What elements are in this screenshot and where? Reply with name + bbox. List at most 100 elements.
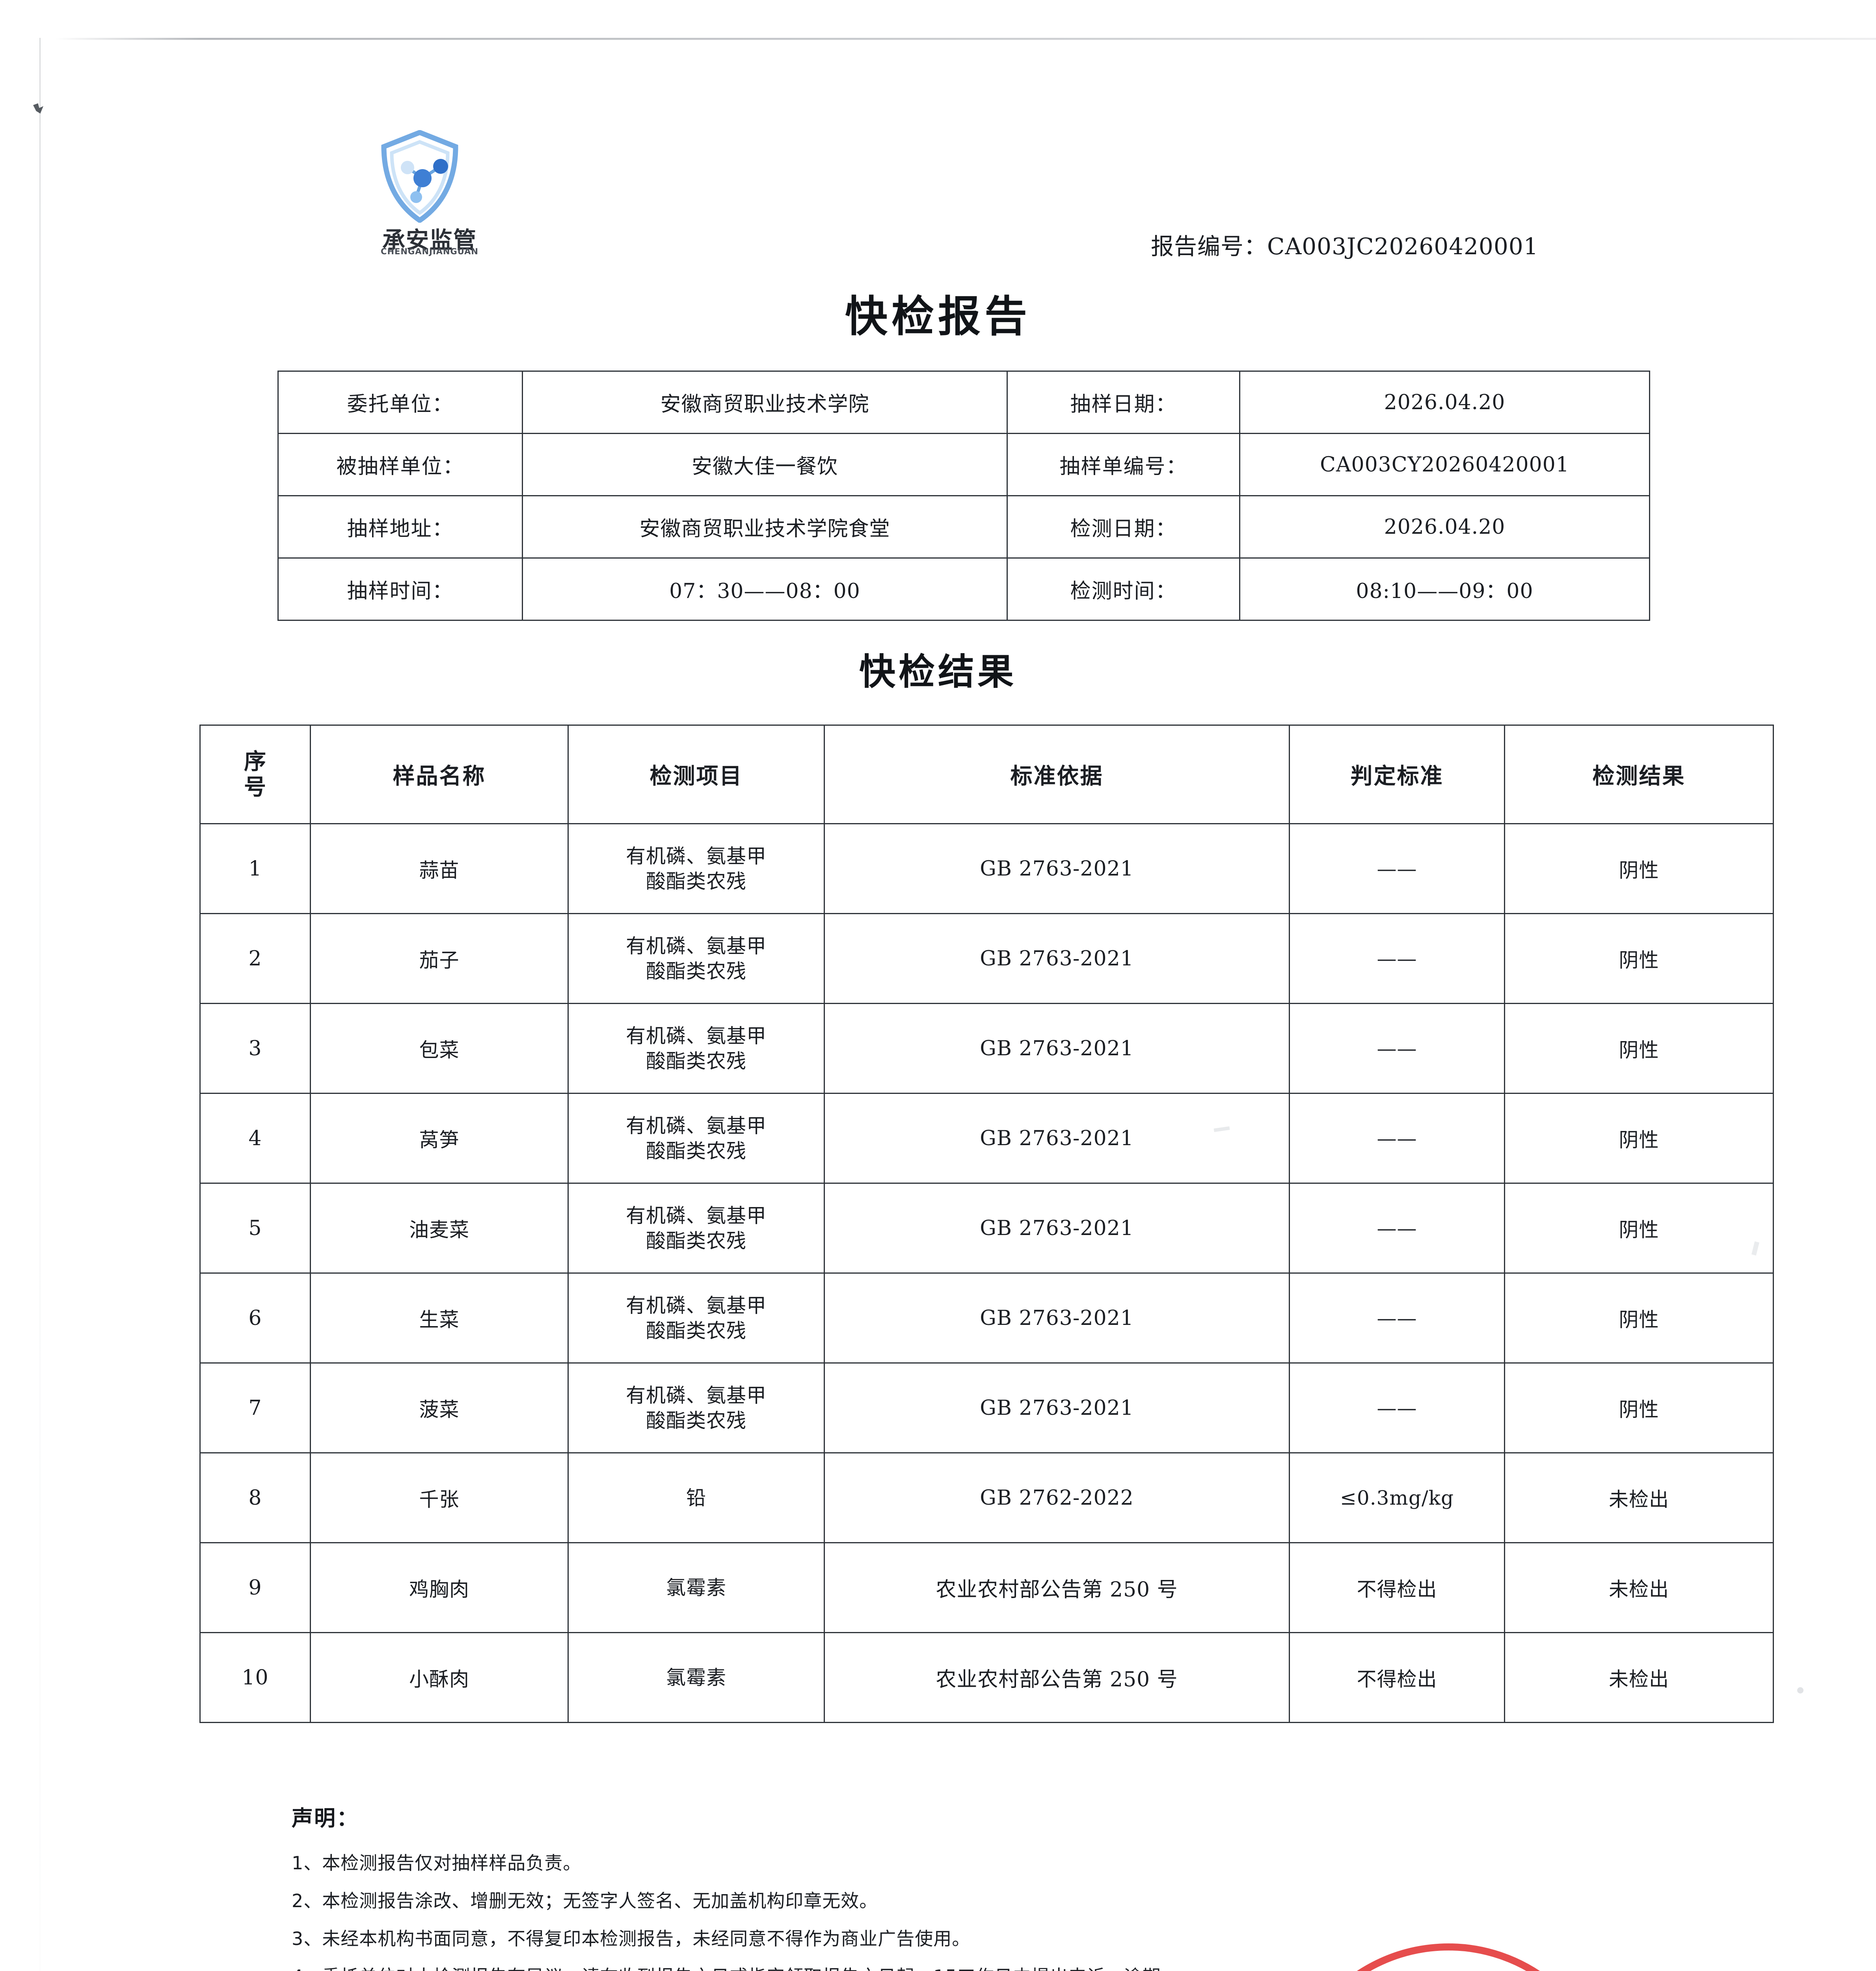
statement-title: 声明： [292,1806,359,1831]
shield-molecule-icon [381,130,458,223]
item-line: 有机磷、氨基甲 [626,844,767,868]
info-label: 检测日期： [1007,495,1240,559]
table-row: 被抽样单位： 安徽大佳一餐饮 抽样单编号： CA003CY20260420001 [277,433,1650,496]
cell-result: 阴性 [1504,1272,1774,1364]
statement-item: 4、委托单位对本检测报告有异议，请在收到报告之日或指定领取报告之日起，15工作日… [292,1963,1640,1971]
item-line: 有机磷、氨基甲 [626,1384,767,1407]
cell-result: 阴性 [1504,823,1774,914]
cell-test-item: 氯霉素 [568,1632,825,1723]
cell-sample-name: 鸡胸肉 [310,1542,569,1633]
item-line: 酸酯类农残 [646,959,746,983]
statement-text: 1、本检测报告仅对抽样样品负责。 [292,1852,582,1874]
sample-info-table: 委托单位： 安徽商贸职业技术学院 抽样日期： 2026.04.20 被抽样单位：… [277,371,1650,621]
table-row: 5 油麦菜 有机磷、氨基甲 酸酯类农残 GB 2763-2021 —— 阴性 [199,1183,1774,1274]
scan-speck [1797,1687,1803,1693]
item-line: 有机磷、氨基甲 [626,1114,767,1137]
cell-index: 10 [199,1632,311,1723]
cell-criteria: —— [1289,1272,1505,1364]
cell-standard-basis: GB 2763-2021 [824,913,1290,1004]
cell-result: 阴性 [1504,913,1774,1004]
scan-speck [33,103,43,114]
info-value: 08:10——09：00 [1239,557,1650,621]
cell-standard-basis: 农业农村部公告第 250 号 [824,1632,1290,1723]
column-header-criteria: 判定标准 [1289,725,1505,824]
cell-index: 8 [199,1452,311,1543]
cell-result: 阴性 [1504,1183,1774,1274]
item-line: 有机磷、氨基甲 [626,1204,767,1227]
results-table: 序 号 样品名称 检测项目 标准依据 判定标准 检测结果 1 蒜苗 有机磷、氨基… [199,725,1774,1723]
scan-edge-left [39,38,41,1971]
cell-test-item: 有机磷、氨基甲 酸酯类农残 [568,823,825,914]
info-label: 抽样日期： [1007,371,1240,434]
cell-criteria: —— [1289,1183,1505,1274]
cell-result: 阴性 [1504,1362,1774,1453]
cell-criteria: —— [1289,1093,1505,1184]
item-line: 酸酯类农残 [646,1139,746,1162]
cell-standard-basis: GB 2763-2021 [824,1093,1290,1184]
table-row: 抽样时间： 07：30——08：00 检测时间： 08:10——09：00 [277,557,1650,621]
results-section-title: 快检结果 [859,650,1017,693]
table-header-row: 序 号 样品名称 检测项目 标准依据 判定标准 检测结果 [199,725,1774,824]
table-row: 7 菠菜 有机磷、氨基甲 酸酯类农残 GB 2763-2021 —— 阴性 [199,1362,1774,1453]
column-header-sample-name: 样品名称 [310,725,569,824]
info-label: 抽样时间： [277,557,523,621]
cell-result: 阴性 [1504,1003,1774,1094]
table-row: 9 鸡胸肉 氯霉素 农业农村部公告第 250 号 不得检出 未检出 [199,1542,1774,1633]
cell-index: 1 [199,823,311,914]
column-header-standard-basis: 标准依据 [824,725,1290,824]
statement-text: 3、未经本机构书面同意，不得复印本检测报告，未经同意不得作为商业广告使用。 [292,1928,971,1949]
cell-index: 7 [199,1362,311,1453]
table-row: 委托单位： 安徽商贸职业技术学院 抽样日期： 2026.04.20 [277,371,1650,434]
item-line: 有机磷、氨基甲 [626,1024,767,1047]
column-header-test-item: 检测项目 [568,725,825,824]
cell-criteria: 不得检出 [1289,1632,1505,1723]
cell-standard-basis: GB 2763-2021 [824,1003,1290,1094]
cell-result: 未检出 [1504,1542,1774,1633]
table-row: 3 包菜 有机磷、氨基甲 酸酯类农残 GB 2763-2021 —— 阴性 [199,1003,1774,1094]
info-value: 2026.04.20 [1239,495,1650,559]
results-table-body: 1 蒜苗 有机磷、氨基甲 酸酯类农残 GB 2763-2021 —— 阴性 2 … [199,823,1774,1723]
cell-index: 2 [199,913,311,1004]
cell-test-item: 有机磷、氨基甲 酸酯类农残 [568,1183,825,1274]
statement-list: 1、本检测报告仅对抽样样品负责。 2、本检测报告涂改、增删无效；无签字人签名、无… [292,1850,1640,1971]
cell-standard-basis: GB 2762-2022 [824,1452,1290,1543]
cell-result: 未检出 [1504,1632,1774,1723]
cell-index: 9 [199,1542,311,1633]
cell-test-item: 有机磷、氨基甲 酸酯类农残 [568,1272,825,1364]
item-line: 酸酯类农残 [646,1049,746,1073]
cell-test-item: 有机磷、氨基甲 酸酯类农残 [568,913,825,1004]
organization-logo: 承安监管 CHENGANJIANGUAN [347,130,512,256]
cell-sample-name: 茄子 [310,913,569,1004]
cell-sample-name: 包菜 [310,1003,569,1094]
info-value: 安徽大佳一餐饮 [522,433,1008,496]
cell-sample-name: 油麦菜 [310,1183,569,1274]
table-row: 10 小酥肉 氯霉素 农业农村部公告第 250 号 不得检出 未检出 [199,1632,1774,1723]
table-row: 2 茄子 有机磷、氨基甲 酸酯类农残 GB 2763-2021 —— 阴性 [199,913,1774,1004]
cell-sample-name: 菠菜 [310,1362,569,1453]
table-row: 8 千张 铅 GB 2762-2022 ≤0.3mg/kg 未检出 [199,1452,1774,1543]
page-title: 快检报告 [845,292,1031,341]
cell-sample-name: 小酥肉 [310,1632,569,1723]
cell-criteria: —— [1289,1003,1505,1094]
info-value: 2026.04.20 [1239,371,1650,434]
statement-text: 4、委托单位对本检测报告有异议，请在收到报告之日或指定领取报告之日起，15工作日… [292,1966,1161,1971]
cell-test-item: 有机磷、氨基甲 酸酯类农残 [568,1093,825,1184]
logo-pinyin: CHENGANJIANGUAN [381,247,478,256]
report-number-value: CA003JC20260420001 [1267,233,1539,260]
info-value: 安徽商贸职业技术学院 [522,371,1008,434]
cell-sample-name: 生菜 [310,1272,569,1364]
cell-standard-basis: GB 2763-2021 [824,1183,1290,1274]
cell-index: 6 [199,1272,311,1364]
cell-test-item: 氯霉素 [568,1542,825,1633]
report-number: 报告编号：CA003JC20260420001 [1151,228,1539,261]
statement-item: 3、未经本机构书面同意，不得复印本检测报告，未经同意不得作为商业广告使用。 [292,1925,1640,1953]
cell-index: 3 [199,1003,311,1094]
item-line: 酸酯类农残 [646,1319,746,1342]
table-row: 抽样地址： 安徽商贸职业技术学院食堂 检测日期： 2026.04.20 [277,495,1650,559]
table-row: 4 莴笋 有机磷、氨基甲 酸酯类农残 GB 2763-2021 —— 阴性 [199,1093,1774,1184]
cell-result: 未检出 [1504,1452,1774,1543]
info-value: 07：30——08：00 [522,557,1008,621]
info-label: 被抽样单位： [277,433,523,496]
header-line: 号 [244,774,266,800]
